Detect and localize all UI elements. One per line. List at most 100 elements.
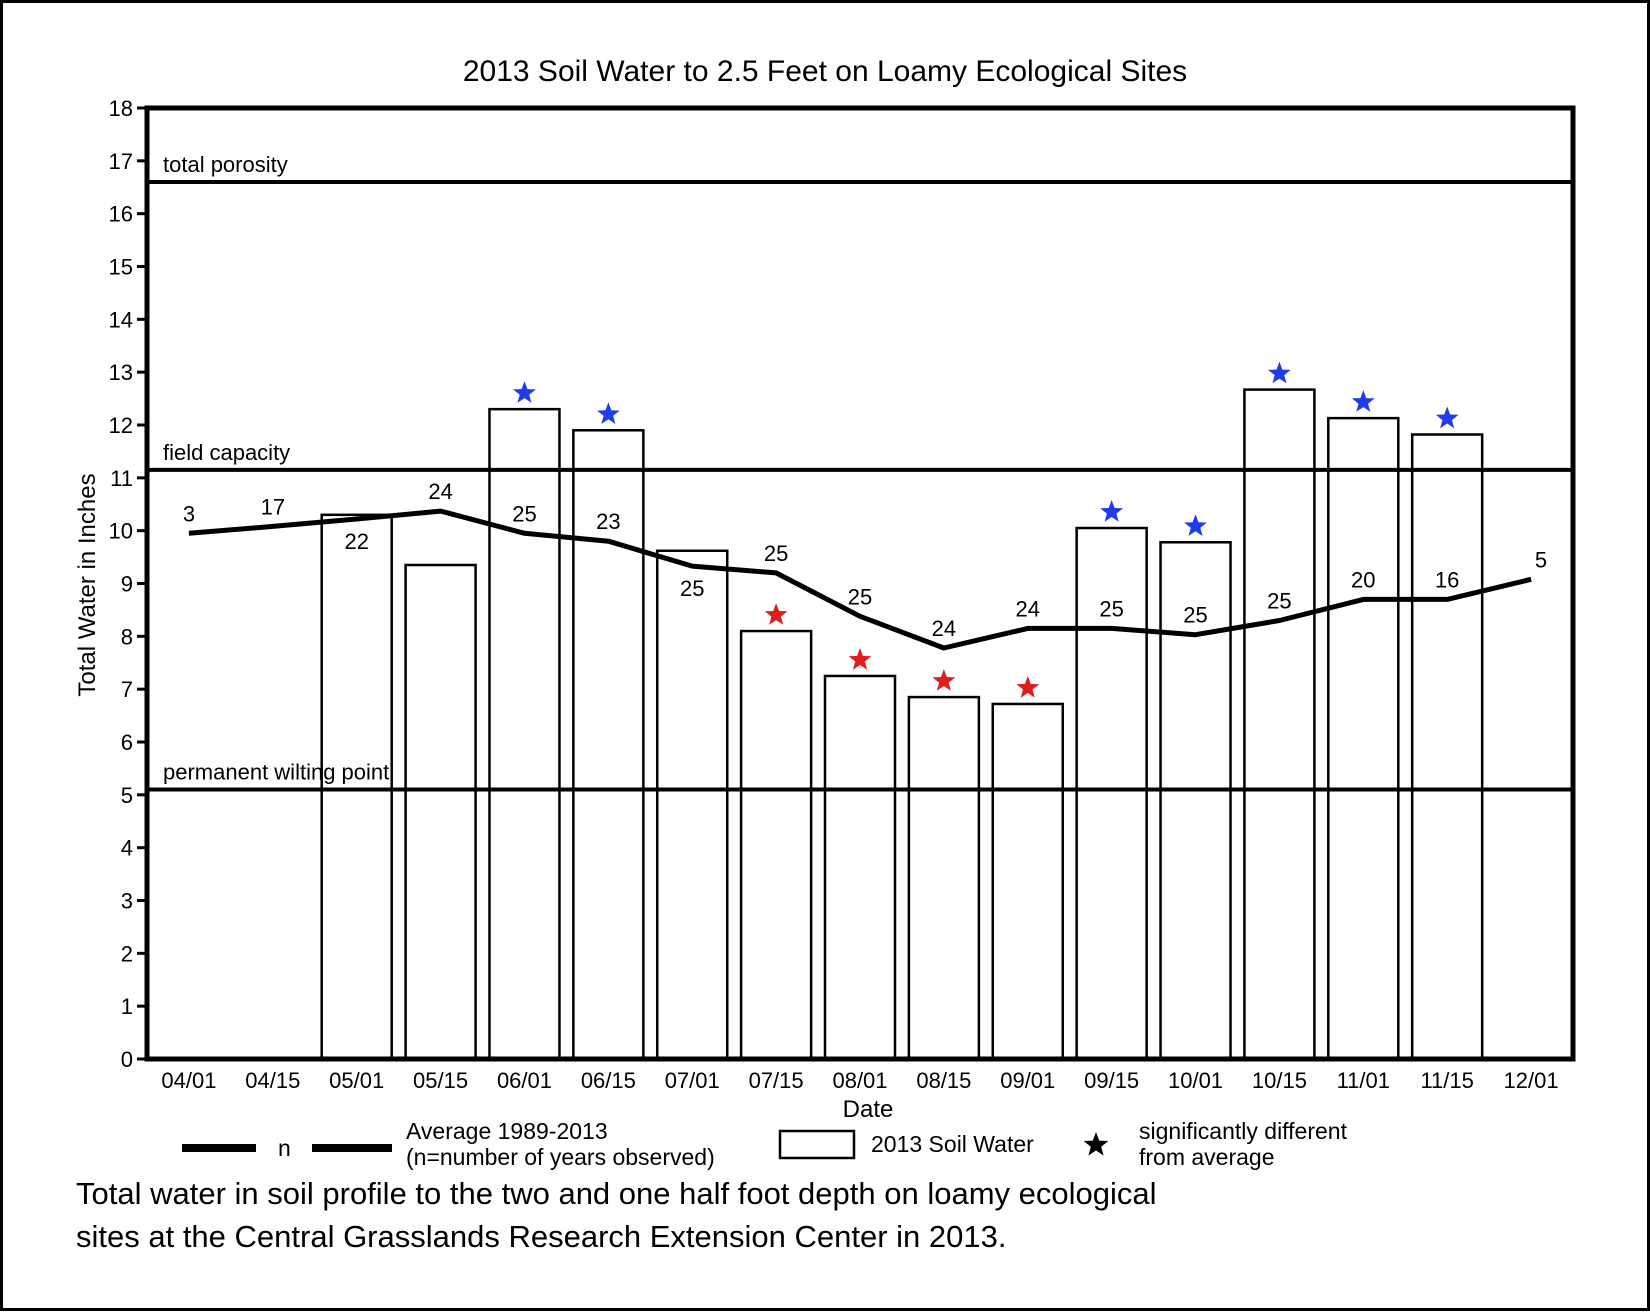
bar-10-15 (1243, 388, 1316, 1061)
y-tick-label-1: 1 (121, 994, 133, 1019)
x-tick-label-08-01: 08/01 (832, 1068, 887, 1093)
n-label-09-01: 24 (1016, 596, 1040, 621)
x-tick-label-06-15: 06/15 (581, 1068, 636, 1093)
x-tick-label-07-15: 07/15 (749, 1068, 804, 1093)
y-tick-label-11: 11 (110, 466, 133, 491)
x-tick-label-10-01: 10/01 (1168, 1068, 1223, 1093)
bar-09-01 (991, 702, 1065, 1061)
legend-average-note: (n=number of years observed) (406, 1144, 715, 1170)
y-tick-label-13: 13 (109, 360, 133, 385)
average-line (188, 508, 1532, 651)
y-tick-label-2: 2 (121, 941, 133, 966)
y-tick-label-14: 14 (109, 307, 133, 332)
x-tick-label-10-15: 10/15 (1252, 1068, 1307, 1093)
x-tick-label-04-15: 04/15 (245, 1068, 300, 1093)
bar-06-01 (488, 407, 561, 1061)
bar-11-01 (1327, 416, 1400, 1061)
star-09-01 (1016, 676, 1040, 698)
figure-caption: Total water in soil profile to the two a… (76, 1172, 1576, 1258)
star-11-01 (1351, 390, 1375, 412)
bar-07-01 (655, 549, 729, 1061)
n-label-07-01: 25 (680, 576, 704, 601)
n-label-09-15: 25 (1099, 596, 1123, 621)
star-06-15 (596, 402, 620, 424)
y-tick-label-3: 3 (121, 889, 133, 914)
n-label-06-01: 25 (512, 501, 536, 526)
y-tick-label-0: 0 (121, 1047, 133, 1072)
n-label-12-01: 5 (1535, 547, 1547, 572)
x-tick-label-09-15: 09/15 (1084, 1068, 1139, 1093)
bar-05-15 (404, 563, 477, 1061)
x-tick-label-07-01: 07/01 (665, 1068, 720, 1093)
plot-area: total porosity field capacity permanent wi… (109, 96, 1576, 1093)
star-07-15 (764, 603, 788, 625)
n-label-11-15: 16 (1435, 567, 1459, 592)
n-label-10-01: 25 (1183, 603, 1207, 628)
legend-average-label: Average 1989-2013 (406, 1118, 608, 1144)
reference-line-label-3: permanent wilting point (163, 760, 389, 785)
bar-06-15 (572, 429, 645, 1061)
legend: n Average 1989-2013 (n=number of years o… (182, 1118, 1348, 1170)
bar-05-01 (320, 513, 393, 1061)
star-09-15 (1100, 500, 1124, 522)
n-label-06-15: 23 (596, 509, 620, 534)
n-label-05-15: 24 (428, 479, 452, 504)
y-tick-label-18: 18 (109, 96, 133, 121)
y-tick-label-7: 7 (121, 677, 133, 702)
x-tick-label-11-15: 11/15 (1420, 1068, 1473, 1093)
bar-09-15 (1075, 526, 1148, 1061)
bar-07-15 (739, 629, 813, 1061)
legend-n-label: n (278, 1135, 291, 1161)
x-tick-label-05-01: 05/01 (329, 1068, 384, 1093)
n-label-07-15: 25 (764, 541, 788, 566)
star-11-15 (1435, 406, 1459, 429)
n-label-11-01: 20 (1351, 567, 1375, 592)
star-08-15 (932, 669, 956, 691)
legend-bar-swatch (778, 1129, 856, 1160)
legend-bar-label: 2013 Soil Water (871, 1131, 1034, 1157)
x-tick-label-06-01: 06/01 (497, 1068, 552, 1093)
x-axis-label: Date (843, 1096, 894, 1123)
bar-08-15 (907, 695, 981, 1061)
y-tick-label-15: 15 (109, 255, 133, 280)
n-label-10-15: 25 (1267, 588, 1291, 613)
y-tick-label-6: 6 (121, 730, 133, 755)
y-tick-label-4: 4 (121, 836, 133, 861)
star-10-01 (1184, 514, 1207, 536)
n-label-04-01: 3 (183, 501, 195, 526)
reference-line-label-2: field capacity (163, 440, 290, 465)
n-label-08-15: 24 (932, 616, 956, 641)
n-label-04-15: 17 (261, 494, 285, 519)
x-tick-label-08-15: 08/15 (916, 1068, 971, 1093)
x-tick-label-09-01: 09/01 (1000, 1068, 1055, 1093)
y-tick-label-5: 5 (121, 783, 133, 808)
n-label-05-01: 22 (344, 529, 368, 554)
caption-line-1: Total water in soil profile to the two a… (76, 1176, 1157, 1211)
reference-line-label-1: total porosity (163, 152, 288, 177)
x-tick-label-05-15: 05/15 (413, 1068, 468, 1093)
chart-title: 2013 Soil Water to 2.5 Feet on Loamy Eco… (463, 55, 1187, 88)
x-tick-label-04-01: 04/01 (161, 1068, 216, 1093)
y-tick-label-9: 9 (121, 572, 133, 597)
y-tick-label-17: 17 (109, 149, 133, 174)
bar-11-15 (1410, 433, 1484, 1061)
y-tick-label-10: 10 (109, 519, 133, 544)
legend-star-note: from average (1139, 1144, 1275, 1170)
caption-line-2: sites at the Central Grasslands Research… (76, 1219, 1007, 1254)
y-tick-label-8: 8 (121, 624, 133, 649)
bar-08-01 (823, 674, 897, 1061)
n-label-08-01: 25 (848, 584, 872, 609)
legend-star-label: significantly different (1139, 1118, 1348, 1144)
x-tick-label-11-01: 11/01 (1337, 1068, 1390, 1093)
star-10-15 (1268, 361, 1291, 384)
star-06-01 (513, 381, 536, 403)
star-08-01 (848, 648, 872, 670)
x-tick-label-12-01: 12/01 (1504, 1068, 1559, 1093)
legend-star-icon (1083, 1132, 1109, 1156)
y-tick-label-16: 16 (109, 202, 133, 227)
y-tick-label-12: 12 (109, 413, 133, 438)
y-axis-label: Total Water in Inches (74, 473, 101, 696)
